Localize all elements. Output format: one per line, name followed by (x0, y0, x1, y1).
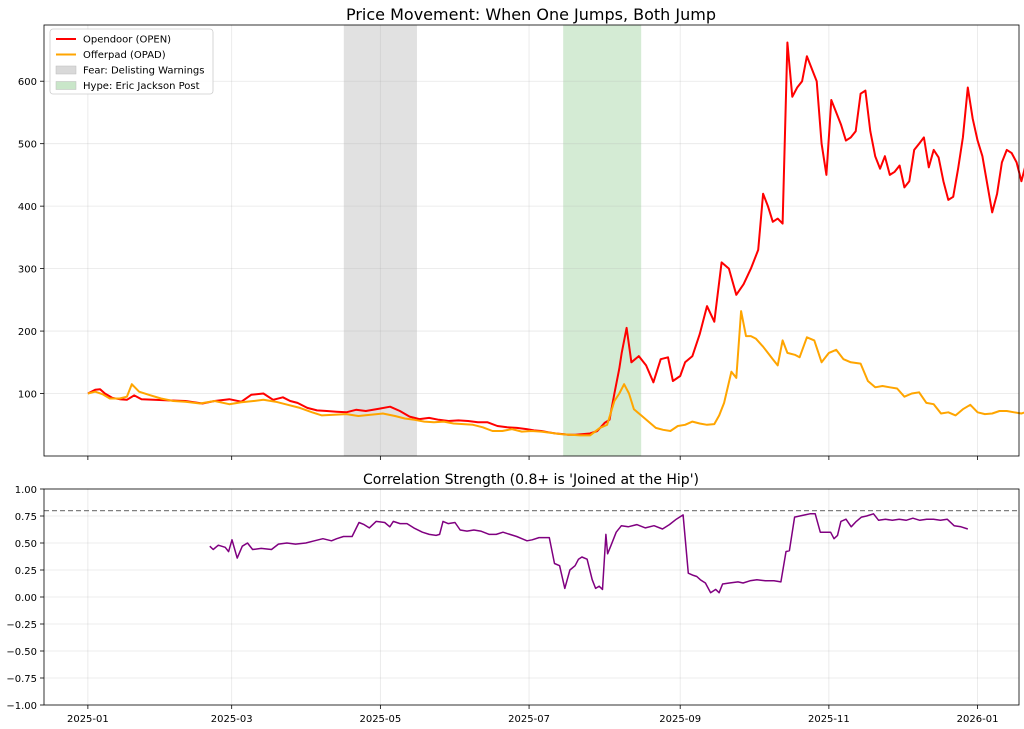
correlation-chart-frame (43, 488, 1020, 706)
shaded-region (563, 25, 642, 456)
correlation-chart-y-ticks: −1.00 −0.75 −0.50 −0.25 0.00 0.25 0.50 0.75 1.00 (6, 485, 44, 712)
x-tick-label: 2025-03 (211, 714, 253, 725)
correlation-chart: Correlation Strength (0.8+ is 'Joined at… (6, 472, 1020, 725)
y-tick-label: −0.25 (6, 620, 37, 631)
correlation-chart-x-ticks: 2025-01 2025-03 2025-05 2025-07 2025-09 2025-… (67, 705, 998, 725)
x-tick-label: 2025-11 (808, 714, 850, 725)
shaded-regions (343, 25, 642, 456)
x-tick-label: 2026-01 (957, 714, 999, 725)
series-line (87, 310, 1024, 437)
y-tick-label: 600 (18, 77, 37, 88)
series-line (87, 41, 1024, 436)
y-tick-label: 500 (18, 140, 37, 151)
y-tick-label: 0.50 (15, 539, 37, 550)
y-tick-label: 0.25 (15, 566, 37, 577)
y-tick-label: 200 (18, 327, 37, 338)
legend-label: Offerpad (OPAD) (83, 50, 166, 61)
x-tick-label: 2025-01 (67, 714, 109, 725)
y-tick-label: −0.50 (6, 647, 37, 658)
y-tick-label: 1.00 (15, 485, 37, 496)
legend-label: Opendoor (OPEN) (83, 35, 171, 46)
y-tick-label: −0.75 (6, 674, 37, 685)
y-tick-label: 100 (18, 390, 37, 401)
legend-swatch (55, 65, 77, 75)
x-tick-label: 2025-09 (659, 714, 701, 725)
price-chart: Price Movement: When One Jumps, Both Jum… (18, 5, 1024, 460)
price-chart-y-ticks: 100 200 300 400 500 600 (18, 77, 44, 401)
legend-label: Fear: Delisting Warnings (83, 66, 204, 77)
legend-box (49, 28, 214, 95)
legend-swatch (55, 81, 77, 90)
legend-label: Hype: Eric Jackson Post (83, 81, 200, 92)
price-chart-x-ticks (87, 456, 978, 460)
y-tick-label: 400 (18, 202, 37, 213)
y-tick-label: −1.00 (6, 701, 37, 712)
price-chart-legend: Opendoor (OPEN) Offerpad (OPAD) Fear: Deli… (49, 28, 214, 95)
y-tick-label: 300 (18, 265, 37, 276)
price-series-lines (87, 41, 1024, 437)
y-tick-label: 0.75 (15, 512, 37, 523)
x-tick-label: 2025-05 (359, 714, 401, 725)
correlation-line (209, 513, 969, 594)
correlation-series-line (209, 513, 969, 594)
correlation-chart-title: Correlation Strength (0.8+ is 'Joined at… (363, 472, 699, 488)
y-tick-label: 0.00 (15, 593, 37, 604)
x-tick-label: 2025-07 (508, 714, 550, 725)
price-chart-frame (43, 24, 1020, 457)
price-chart-title: Price Movement: When One Jumps, Both Jum… (346, 5, 716, 24)
shaded-region (343, 25, 417, 456)
